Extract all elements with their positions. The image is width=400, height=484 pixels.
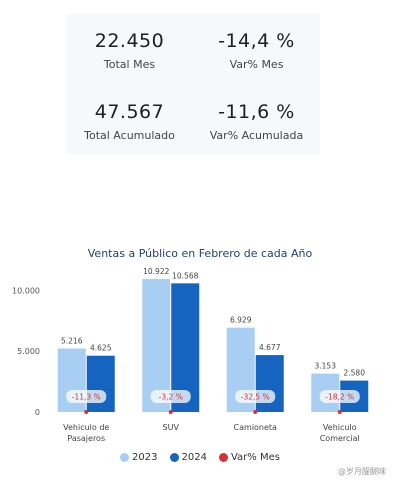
legend-item-2023[interactable]: 2023 [120,452,158,463]
data-label: 2.580 [344,369,366,378]
variance-marker [253,410,258,414]
variance-badge [66,390,107,403]
legend-item-var-mes[interactable]: Var% Mes [218,452,280,463]
variance-marker [84,410,89,414]
variance-label: -18,2 % [325,393,354,402]
legend-item-2024[interactable]: 2024 [169,452,207,463]
variance-label: -11,3 % [72,393,101,402]
bar-2024 [86,355,115,412]
variance-badge [150,390,191,403]
kpi-var-mes: -14,4 % Var% Mes [193,30,320,71]
data-label: 4.677 [259,343,281,352]
kpi-card: 22.450 Total Mes -14,4 % Var% Mes 47.567… [66,14,320,154]
legend-dot-icon [218,453,228,462]
data-label: 4.625 [90,344,112,353]
y-tick-label: 0 [35,408,40,417]
kpi-label: Var% Mes [229,58,284,71]
data-label: 6.929 [230,316,252,325]
variance-badge [235,390,276,403]
data-label: 5.216 [61,337,83,346]
chart-legend: 2023 2024 Var% Mes [0,452,400,463]
bar-2024 [255,355,284,412]
variance-label: -32,5 % [241,393,270,402]
kpi-label: Total Acumulado [84,129,175,142]
x-tick-label: Comercial [320,434,360,443]
variance-marker [168,410,173,414]
legend-label: Var% Mes [230,452,280,463]
x-tick-label: Pasajeros [67,434,105,443]
kpi-value: 47.567 [94,101,165,123]
legend-label: 2024 [181,452,207,463]
kpi-label: Total Mes [103,58,156,71]
legend-dot-icon [169,453,179,462]
kpi-value: 22.450 [94,30,165,52]
kpi-total-acumulado: 47.567 Total Acumulado [66,101,193,142]
variance-badge [319,390,360,403]
data-label: 10.922 [143,267,169,276]
bar-2023 [142,279,171,412]
kpi-value: -14,4 % [218,30,295,52]
x-tick-label: Vehiculo de [63,423,109,432]
kpi-var-acumulada: -11,6 % Var% Acumulada [193,101,320,142]
y-tick-label: 10.000 [12,286,40,295]
variance-marker [337,410,342,414]
y-tick-label: 5.000 [17,347,40,356]
data-label: 10.568 [172,271,198,280]
legend-label: 2023 [132,452,158,463]
x-tick-label: SUV [163,423,180,432]
kpi-label: Var% Acumulada [209,129,304,142]
legend-dot-icon [120,453,130,462]
x-tick-label: Vehiculo [323,423,357,432]
kpi-total-mes: 22.450 Total Mes [66,30,193,71]
variance-label: -3,2 % [159,393,183,402]
watermark: @岁月醍醐味 [338,467,386,476]
data-label: 3.153 [315,362,337,371]
kpi-value: -11,6 % [218,101,295,123]
x-tick-label: Camioneta [234,423,278,432]
chart-title: Ventas a Público en Febrero de cada Año [87,247,313,260]
